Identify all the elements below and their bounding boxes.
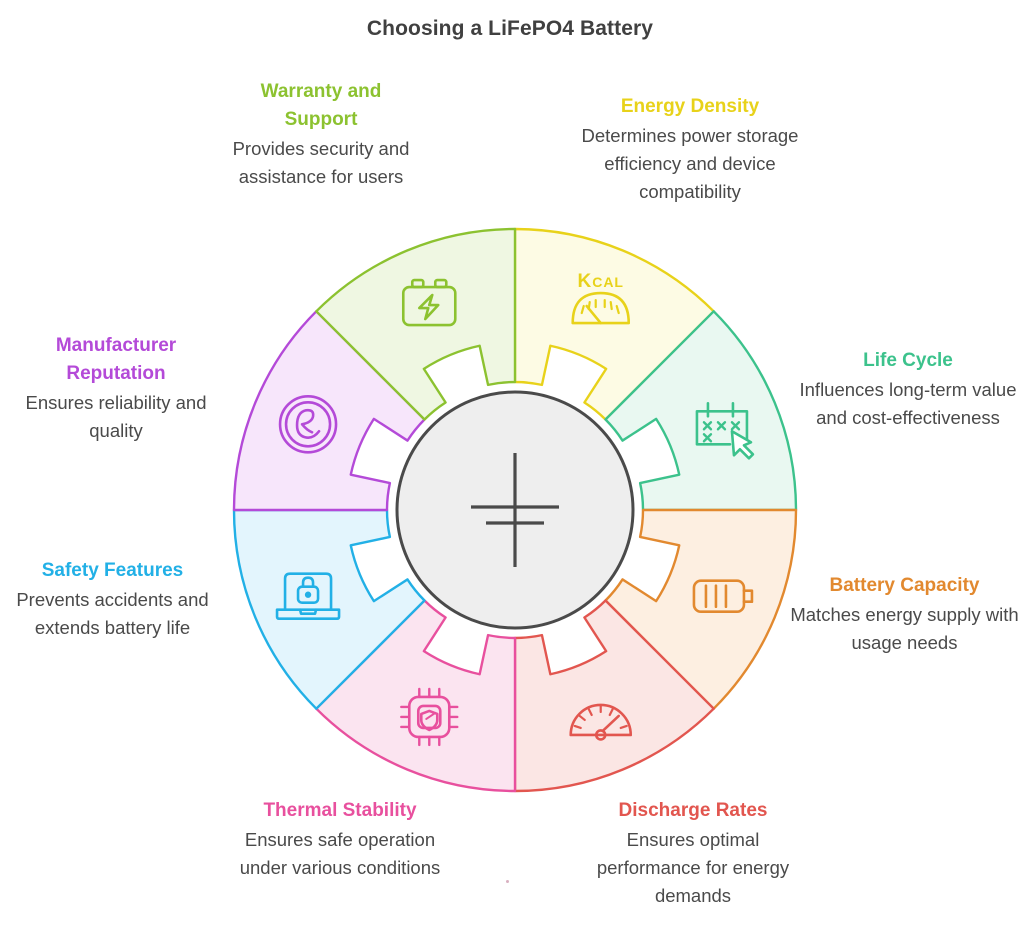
callout-life-cycle: Life Cycle Influences long-term value an… — [797, 347, 1019, 432]
callout-thermal-stability: Thermal Stability Ensures safe operation… — [228, 797, 452, 882]
callout-discharge-rates: Discharge Rates Ensures optimal performa… — [582, 797, 804, 910]
callout-energy-density: Energy Density Determines power storage … — [574, 93, 806, 206]
callout-warranty-and-support: Warranty and Support Provides security a… — [205, 78, 437, 191]
callout-title: Thermal Stability — [263, 800, 417, 821]
svg-text:KCAL: KCAL — [577, 271, 624, 292]
wheel-segment-battery-capacity[interactable] — [604, 508, 798, 710]
wheel-diagram: KCAL — [230, 225, 800, 795]
callout-description: Prevents accidents and extends battery l… — [16, 589, 209, 639]
callout-description: Provides security and assistance for use… — [232, 138, 410, 188]
battery-level-icon — [692, 579, 754, 614]
chip-shield-icon — [400, 687, 459, 747]
callout-description: Ensures reliability and quality — [25, 392, 207, 442]
decorative-dot — [506, 880, 509, 883]
callout-title: Warranty and Support — [260, 81, 382, 131]
callout-manufacturer-reputation: Manufacturer Reputation Ensures reliabil… — [3, 332, 229, 445]
callout-description: Determines power storage efficiency and … — [581, 125, 799, 203]
kcal-gauge-icon: KCAL — [571, 271, 631, 325]
battery-bolt-icon — [401, 278, 457, 327]
wheel-segment-manufacturer-reputation[interactable] — [232, 310, 426, 512]
callout-description: Ensures safe operation under various con… — [239, 829, 441, 879]
circled-e-icon — [278, 394, 338, 454]
speedometer-icon — [569, 703, 633, 741]
battery-cell-schematic-icon — [471, 453, 559, 567]
callout-safety-features: Safety Features Prevents accidents and e… — [10, 557, 215, 642]
wheel-svg: KCAL — [232, 227, 798, 793]
callout-battery-capacity: Battery Capacity Matches energy supply w… — [790, 572, 1019, 657]
callout-title: Discharge Rates — [618, 800, 768, 821]
callout-description: Ensures optimal performance for energy d… — [596, 829, 790, 907]
wheel-segment-thermal-stability[interactable] — [315, 599, 517, 793]
calendar-cursor-icon — [695, 401, 755, 460]
wheel-segment-discharge-rates[interactable] — [513, 599, 715, 793]
callout-title: Energy Density — [620, 96, 760, 117]
segment-icons-group: KCAL — [275, 271, 755, 747]
callout-title: Life Cycle — [863, 350, 953, 371]
callout-description: Influences long-term value and cost-effe… — [799, 379, 1017, 429]
callout-title: Battery Capacity — [829, 575, 980, 596]
callout-title: Safety Features — [41, 560, 184, 581]
page-title: Choosing a LiFePO4 Battery — [366, 17, 654, 40]
callout-description: Matches energy supply with usage needs — [790, 604, 1019, 654]
callout-title: Manufacturer Reputation — [55, 335, 177, 385]
laptop-lock-icon — [275, 572, 341, 621]
